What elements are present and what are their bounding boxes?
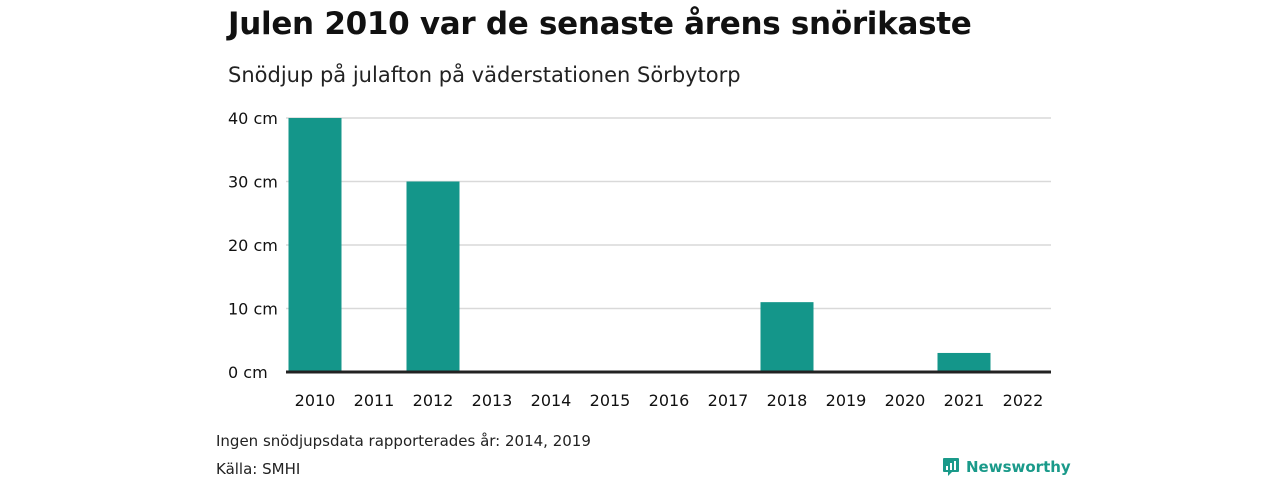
x-tick-label: 2019 <box>826 391 867 410</box>
gridlines <box>286 117 1051 310</box>
bar-2012 <box>406 181 460 372</box>
newsworthy-brand[interactable]: Newsworthy <box>942 457 1071 477</box>
x-tick-label: 2017 <box>708 391 749 410</box>
y-tick-label: 10 cm <box>228 300 278 319</box>
x-tick-label: 2013 <box>472 391 513 410</box>
no-data-note: Ingen snödjupsdata rapporterades år: 201… <box>216 432 591 450</box>
newsworthy-logo-icon <box>943 458 959 476</box>
axis-labels: 0 cm 10 cm 20 cm 30 cm 40 cm 2010 2011 2012 2013… <box>228 109 1043 410</box>
y-tick-label: 40 cm <box>228 109 278 128</box>
y-tick-label: 30 cm <box>228 173 278 192</box>
bar-chart: 0 cm 10 cm 20 cm 30 cm 40 cm 2010 2011 2012 2013… <box>228 109 1051 410</box>
brand-name: Newsworthy <box>966 458 1071 476</box>
bar-2021 <box>937 352 991 372</box>
x-tick-label: 2021 <box>944 391 985 410</box>
x-tick-label: 2014 <box>531 391 572 410</box>
x-tick-label: 2010 <box>295 391 336 410</box>
x-tick-label: 2020 <box>885 391 926 410</box>
chart-title: Julen 2010 var de senaste årens snörikas… <box>228 6 972 42</box>
bars <box>288 118 991 372</box>
y-tick-label: 0 cm <box>228 363 268 382</box>
x-tick-label: 2022 <box>1003 391 1044 410</box>
y-tick-label: 20 cm <box>228 236 278 255</box>
source-label: Källa: SMHI <box>216 460 301 478</box>
x-tick-label: 2011 <box>354 391 395 410</box>
x-tick-label: 2016 <box>649 391 690 410</box>
bar-2010 <box>288 118 342 372</box>
x-tick-label: 2012 <box>413 391 454 410</box>
x-tick-label: 2018 <box>767 391 808 410</box>
chart-subtitle: Snödjup på julafton på väderstationen Sö… <box>228 63 741 87</box>
bar-2018 <box>760 302 814 372</box>
x-tick-label: 2015 <box>590 391 631 410</box>
